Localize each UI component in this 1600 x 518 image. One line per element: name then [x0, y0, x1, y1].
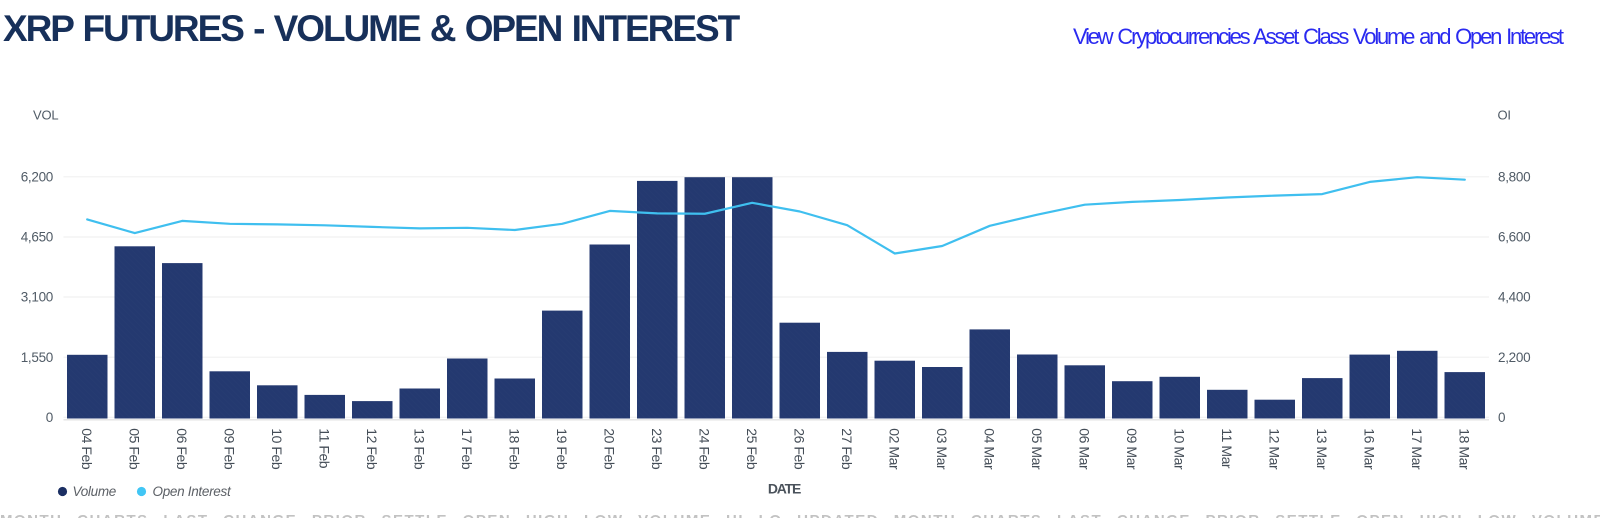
svg-text:17 Feb: 17 Feb [459, 428, 475, 470]
svg-text:0: 0 [1498, 410, 1505, 425]
svg-text:04 Feb: 04 Feb [79, 428, 95, 470]
svg-text:26 Feb: 26 Feb [792, 428, 808, 470]
svg-text:03 Mar: 03 Mar [934, 428, 950, 470]
svg-text:6,600: 6,600 [1498, 230, 1530, 245]
svg-text:Open Interest: Open Interest [153, 484, 232, 499]
svg-text:19 Feb: 19 Feb [554, 428, 570, 470]
svg-text:2,200: 2,200 [1498, 350, 1530, 365]
svg-text:13 Mar: 13 Mar [1314, 428, 1330, 470]
svg-text:12 Mar: 12 Mar [1267, 428, 1283, 470]
svg-text:17 Mar: 17 Mar [1409, 428, 1425, 470]
svg-text:06 Mar: 06 Mar [1077, 428, 1093, 470]
svg-text:4,650: 4,650 [21, 230, 53, 245]
svg-text:Volume: Volume [73, 484, 116, 499]
svg-text:24 Feb: 24 Feb [697, 428, 713, 470]
svg-text:VOL: VOL [33, 108, 58, 123]
svg-text:18 Mar: 18 Mar [1457, 428, 1473, 470]
svg-text:0: 0 [46, 410, 53, 425]
svg-text:09 Mar: 09 Mar [1124, 428, 1140, 470]
svg-text:11 Feb: 11 Feb [317, 428, 333, 469]
svg-text:OI: OI [1498, 108, 1511, 123]
svg-text:23 Feb: 23 Feb [649, 428, 665, 470]
svg-text:06 Feb: 06 Feb [174, 428, 190, 470]
svg-text:13 Feb: 13 Feb [412, 428, 428, 470]
svg-text:4,400: 4,400 [1498, 290, 1530, 305]
svg-text:1,550: 1,550 [21, 350, 53, 365]
svg-text:20 Feb: 20 Feb [602, 428, 618, 470]
svg-text:05 Feb: 05 Feb [127, 428, 143, 470]
svg-text:18 Feb: 18 Feb [507, 428, 523, 470]
svg-text:8,800: 8,800 [1498, 170, 1530, 185]
svg-text:10 Mar: 10 Mar [1172, 428, 1188, 470]
svg-text:11 Mar: 11 Mar [1219, 428, 1235, 469]
svg-text:10 Feb: 10 Feb [269, 428, 285, 470]
svg-text:DATE: DATE [768, 481, 801, 497]
svg-text:09 Feb: 09 Feb [222, 428, 238, 470]
svg-text:27 Feb: 27 Feb [839, 428, 855, 470]
svg-text:04 Mar: 04 Mar [982, 428, 998, 470]
svg-text:02 Mar: 02 Mar [887, 428, 903, 470]
svg-text:25 Feb: 25 Feb [744, 428, 760, 470]
svg-text:3,100: 3,100 [21, 290, 53, 305]
svg-text:16 Mar: 16 Mar [1362, 428, 1378, 470]
svg-text:12 Feb: 12 Feb [364, 428, 380, 470]
svg-text:6,200: 6,200 [21, 170, 53, 185]
svg-text:05 Mar: 05 Mar [1029, 428, 1045, 470]
